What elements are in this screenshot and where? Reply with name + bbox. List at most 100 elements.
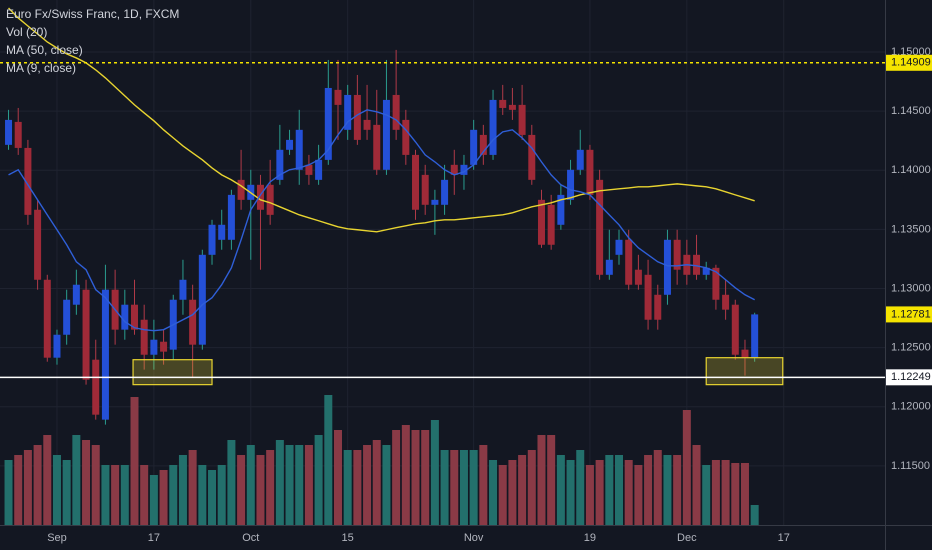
volume-bar <box>576 450 585 525</box>
candle-body <box>237 179 245 200</box>
volume-bar <box>304 445 313 525</box>
candle-body <box>392 94 400 130</box>
candle-body <box>625 239 633 285</box>
legend-ma9: MA (9, close) <box>6 61 76 75</box>
volume-bar <box>382 445 391 525</box>
volume-bar <box>479 445 488 525</box>
x-tick-label: Sep <box>47 532 67 544</box>
candle-body <box>43 279 51 358</box>
price-label: 1.14909 <box>891 57 931 69</box>
axis-layer: 1.150001.145001.140001.135001.130001.125… <box>47 46 932 544</box>
volume-bar <box>556 455 565 525</box>
candle-body <box>24 147 32 215</box>
volume-bar <box>566 460 575 525</box>
candle-body <box>693 254 701 275</box>
x-tick-label: 17 <box>148 532 160 544</box>
volume-bar <box>489 460 498 525</box>
volume-bar <box>634 465 643 525</box>
candle-body <box>499 99 507 108</box>
volume-bar <box>682 410 691 525</box>
volume-bar <box>333 430 342 525</box>
volume-bar <box>498 465 507 525</box>
volume-bar <box>663 455 672 525</box>
volume-bar <box>111 465 120 525</box>
volume-bar <box>324 395 333 525</box>
candle-body <box>470 129 478 165</box>
volume-bar <box>537 435 546 525</box>
overlay-layer <box>0 62 885 386</box>
volume-bar <box>711 460 720 525</box>
volume-bar <box>450 450 459 525</box>
candle-body <box>140 319 148 355</box>
volume-bar <box>188 450 197 525</box>
candle-body <box>295 129 303 170</box>
volume-bar <box>237 455 246 525</box>
candle-layer <box>5 49 759 425</box>
candle-body <box>615 239 623 255</box>
volume-bar <box>430 420 439 525</box>
candle-body <box>518 104 526 135</box>
candle-body <box>227 194 235 240</box>
candle-body <box>363 119 371 130</box>
volume-bar <box>285 445 294 525</box>
volume-bar <box>595 460 604 525</box>
x-tick-label: 17 <box>778 532 790 544</box>
y-tick-label: 1.13000 <box>891 282 931 294</box>
price-label-box <box>886 306 932 323</box>
candle-body <box>586 149 594 195</box>
candle-body <box>402 119 410 155</box>
candle-body <box>508 104 516 110</box>
support-zone <box>132 359 213 386</box>
candle-body <box>441 179 449 205</box>
ma-line <box>8 7 755 233</box>
candle-body <box>731 304 739 355</box>
ma-line <box>8 109 755 332</box>
candle-body <box>373 124 381 170</box>
volume-bar <box>459 450 468 525</box>
candle-body <box>528 134 536 180</box>
volume-bar <box>547 435 556 525</box>
price-label-box <box>886 54 932 71</box>
volume-bar <box>692 445 701 525</box>
volume-bar <box>130 397 139 525</box>
volume-bar <box>585 465 594 525</box>
volume-bar <box>33 445 42 525</box>
volume-bar <box>217 465 226 525</box>
volume-bar <box>653 450 662 525</box>
candle-body <box>460 164 468 175</box>
volume-layer <box>4 395 759 525</box>
candle-body <box>567 169 575 200</box>
candle-body <box>324 87 332 160</box>
volume-bar <box>256 455 265 525</box>
candle-body <box>92 359 100 415</box>
candle-body <box>557 194 565 225</box>
candle-body <box>101 289 109 420</box>
x-tick-label: 19 <box>584 532 596 544</box>
candle-body <box>34 209 42 280</box>
candle-body <box>654 294 662 320</box>
candle-body <box>286 139 294 150</box>
candle-body <box>256 184 264 210</box>
volume-bar <box>120 465 129 525</box>
candle-body <box>663 239 671 295</box>
candle-body <box>208 224 216 255</box>
y-tick-label: 1.12000 <box>891 401 931 413</box>
volume-bar <box>615 455 624 525</box>
volume-bar <box>169 465 178 525</box>
volume-bar <box>52 455 61 525</box>
candle-body <box>450 164 458 175</box>
volume-bar <box>295 445 304 525</box>
volume-bar <box>750 505 759 525</box>
candle-body <box>160 341 168 352</box>
candle-body <box>576 149 584 170</box>
volume-bar <box>421 430 430 525</box>
volume-bar <box>702 465 711 525</box>
volume-bar <box>411 430 420 525</box>
volume-bar <box>62 460 71 525</box>
volume-bar <box>43 435 52 525</box>
candle-body <box>644 274 652 320</box>
volume-bar <box>159 470 168 525</box>
volume-bar <box>314 435 323 525</box>
candle-body <box>712 267 720 300</box>
candle-body <box>431 199 439 205</box>
